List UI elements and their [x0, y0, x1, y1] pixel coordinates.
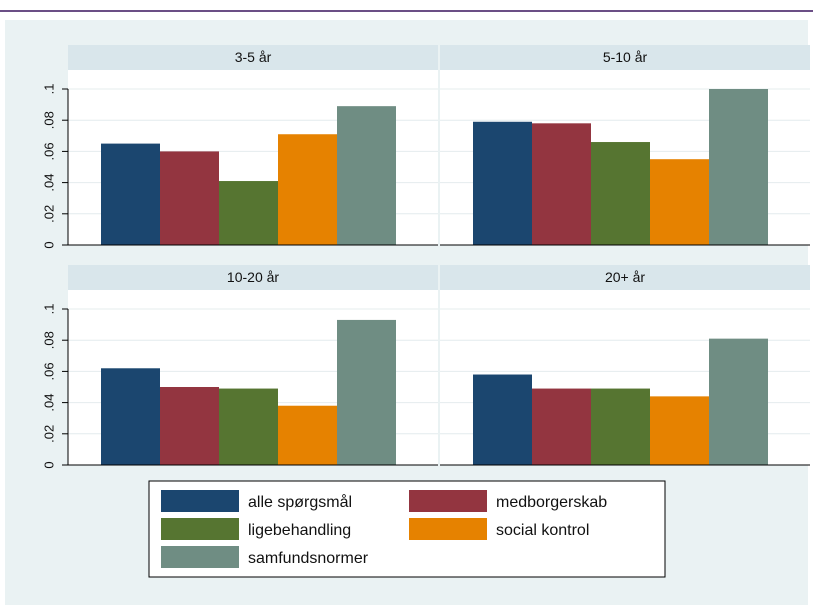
bar-social-kontrol [650, 159, 709, 245]
y-tick-label: .04 [41, 174, 56, 192]
legend-swatch [409, 518, 487, 540]
bar-medborgerskab [160, 387, 219, 465]
bar-alle-spørgsmål [101, 143, 160, 245]
legend-swatch [161, 518, 239, 540]
bar-social-kontrol [278, 134, 337, 245]
bar-social-kontrol [650, 396, 709, 465]
panel-title: 10-20 år [227, 269, 279, 285]
y-tick-label: .02 [41, 425, 56, 443]
legend-item: samfundsnormer [161, 546, 369, 568]
panel-header [440, 265, 810, 290]
legend-label: social kontrol [496, 522, 589, 539]
bar-alle-spørgsmål [473, 121, 532, 245]
panel-title: 3-5 år [235, 49, 272, 65]
bar-samfundsnormer [337, 106, 396, 245]
bar-medborgerskab [532, 388, 591, 465]
legend-item: alle spørgsmål [161, 490, 352, 512]
y-tick-label: 0 [41, 241, 56, 248]
y-tick-label: .1 [41, 84, 56, 95]
bar-ligebehandling [219, 181, 278, 245]
y-tick-label: 0 [41, 461, 56, 468]
y-tick-label: .06 [41, 362, 56, 380]
legend-item: medborgerskab [409, 490, 607, 512]
legend-swatch [161, 546, 239, 568]
bar-alle-spørgsmål [101, 368, 160, 465]
bar-medborgerskab [160, 151, 219, 245]
legend-swatch [409, 490, 487, 512]
bar-social-kontrol [278, 405, 337, 465]
legend-swatch [161, 490, 239, 512]
panel-4: 20+ år [440, 265, 810, 466]
bar-samfundsnormer [709, 89, 768, 245]
y-tick-label: .02 [41, 205, 56, 223]
panel-title: 20+ år [605, 269, 645, 285]
bar-alle-spørgsmål [473, 374, 532, 465]
panel-1: 3-5 år 0 .02 .04 .06 .08 .1 [41, 45, 438, 249]
bar-ligebehandling [591, 142, 650, 245]
legend-label: alle spørgsmål [248, 493, 352, 511]
y-tick-label: .08 [41, 331, 56, 349]
panel-3: 10-20 år 0 .02 .04 .06 .08 .1 [41, 265, 438, 469]
y-tick-label: .1 [41, 304, 56, 315]
legend-label: ligebehandling [248, 522, 351, 539]
panel-title: 5-10 år [603, 49, 648, 65]
y-tick-label: .08 [41, 111, 56, 129]
panel-header [68, 265, 438, 290]
top-rule [0, 10, 813, 12]
panel-header [68, 45, 438, 70]
y-tick-label: .06 [41, 142, 56, 160]
legend-label: samfundsnormer [248, 550, 369, 567]
bar-medborgerskab [532, 123, 591, 245]
bar-ligebehandling [591, 388, 650, 465]
bar-samfundsnormer [337, 319, 396, 465]
bar-samfundsnormer [709, 338, 768, 465]
legend: alle spørgsmål medborgerskab ligebehandlin… [148, 480, 666, 578]
panel-2: 5-10 år [440, 45, 810, 246]
y-tick-label: .04 [41, 394, 56, 412]
panels-group: 3-5 år 0 .02 .04 .06 .08 .1 5-10 år 10-20 år 0 .02… [41, 45, 810, 469]
bar-ligebehandling [219, 388, 278, 465]
legend-label: medborgerskab [496, 494, 607, 511]
panel-header [440, 45, 810, 70]
legend-item: social kontrol [409, 518, 589, 540]
legend-item: ligebehandling [161, 518, 351, 540]
